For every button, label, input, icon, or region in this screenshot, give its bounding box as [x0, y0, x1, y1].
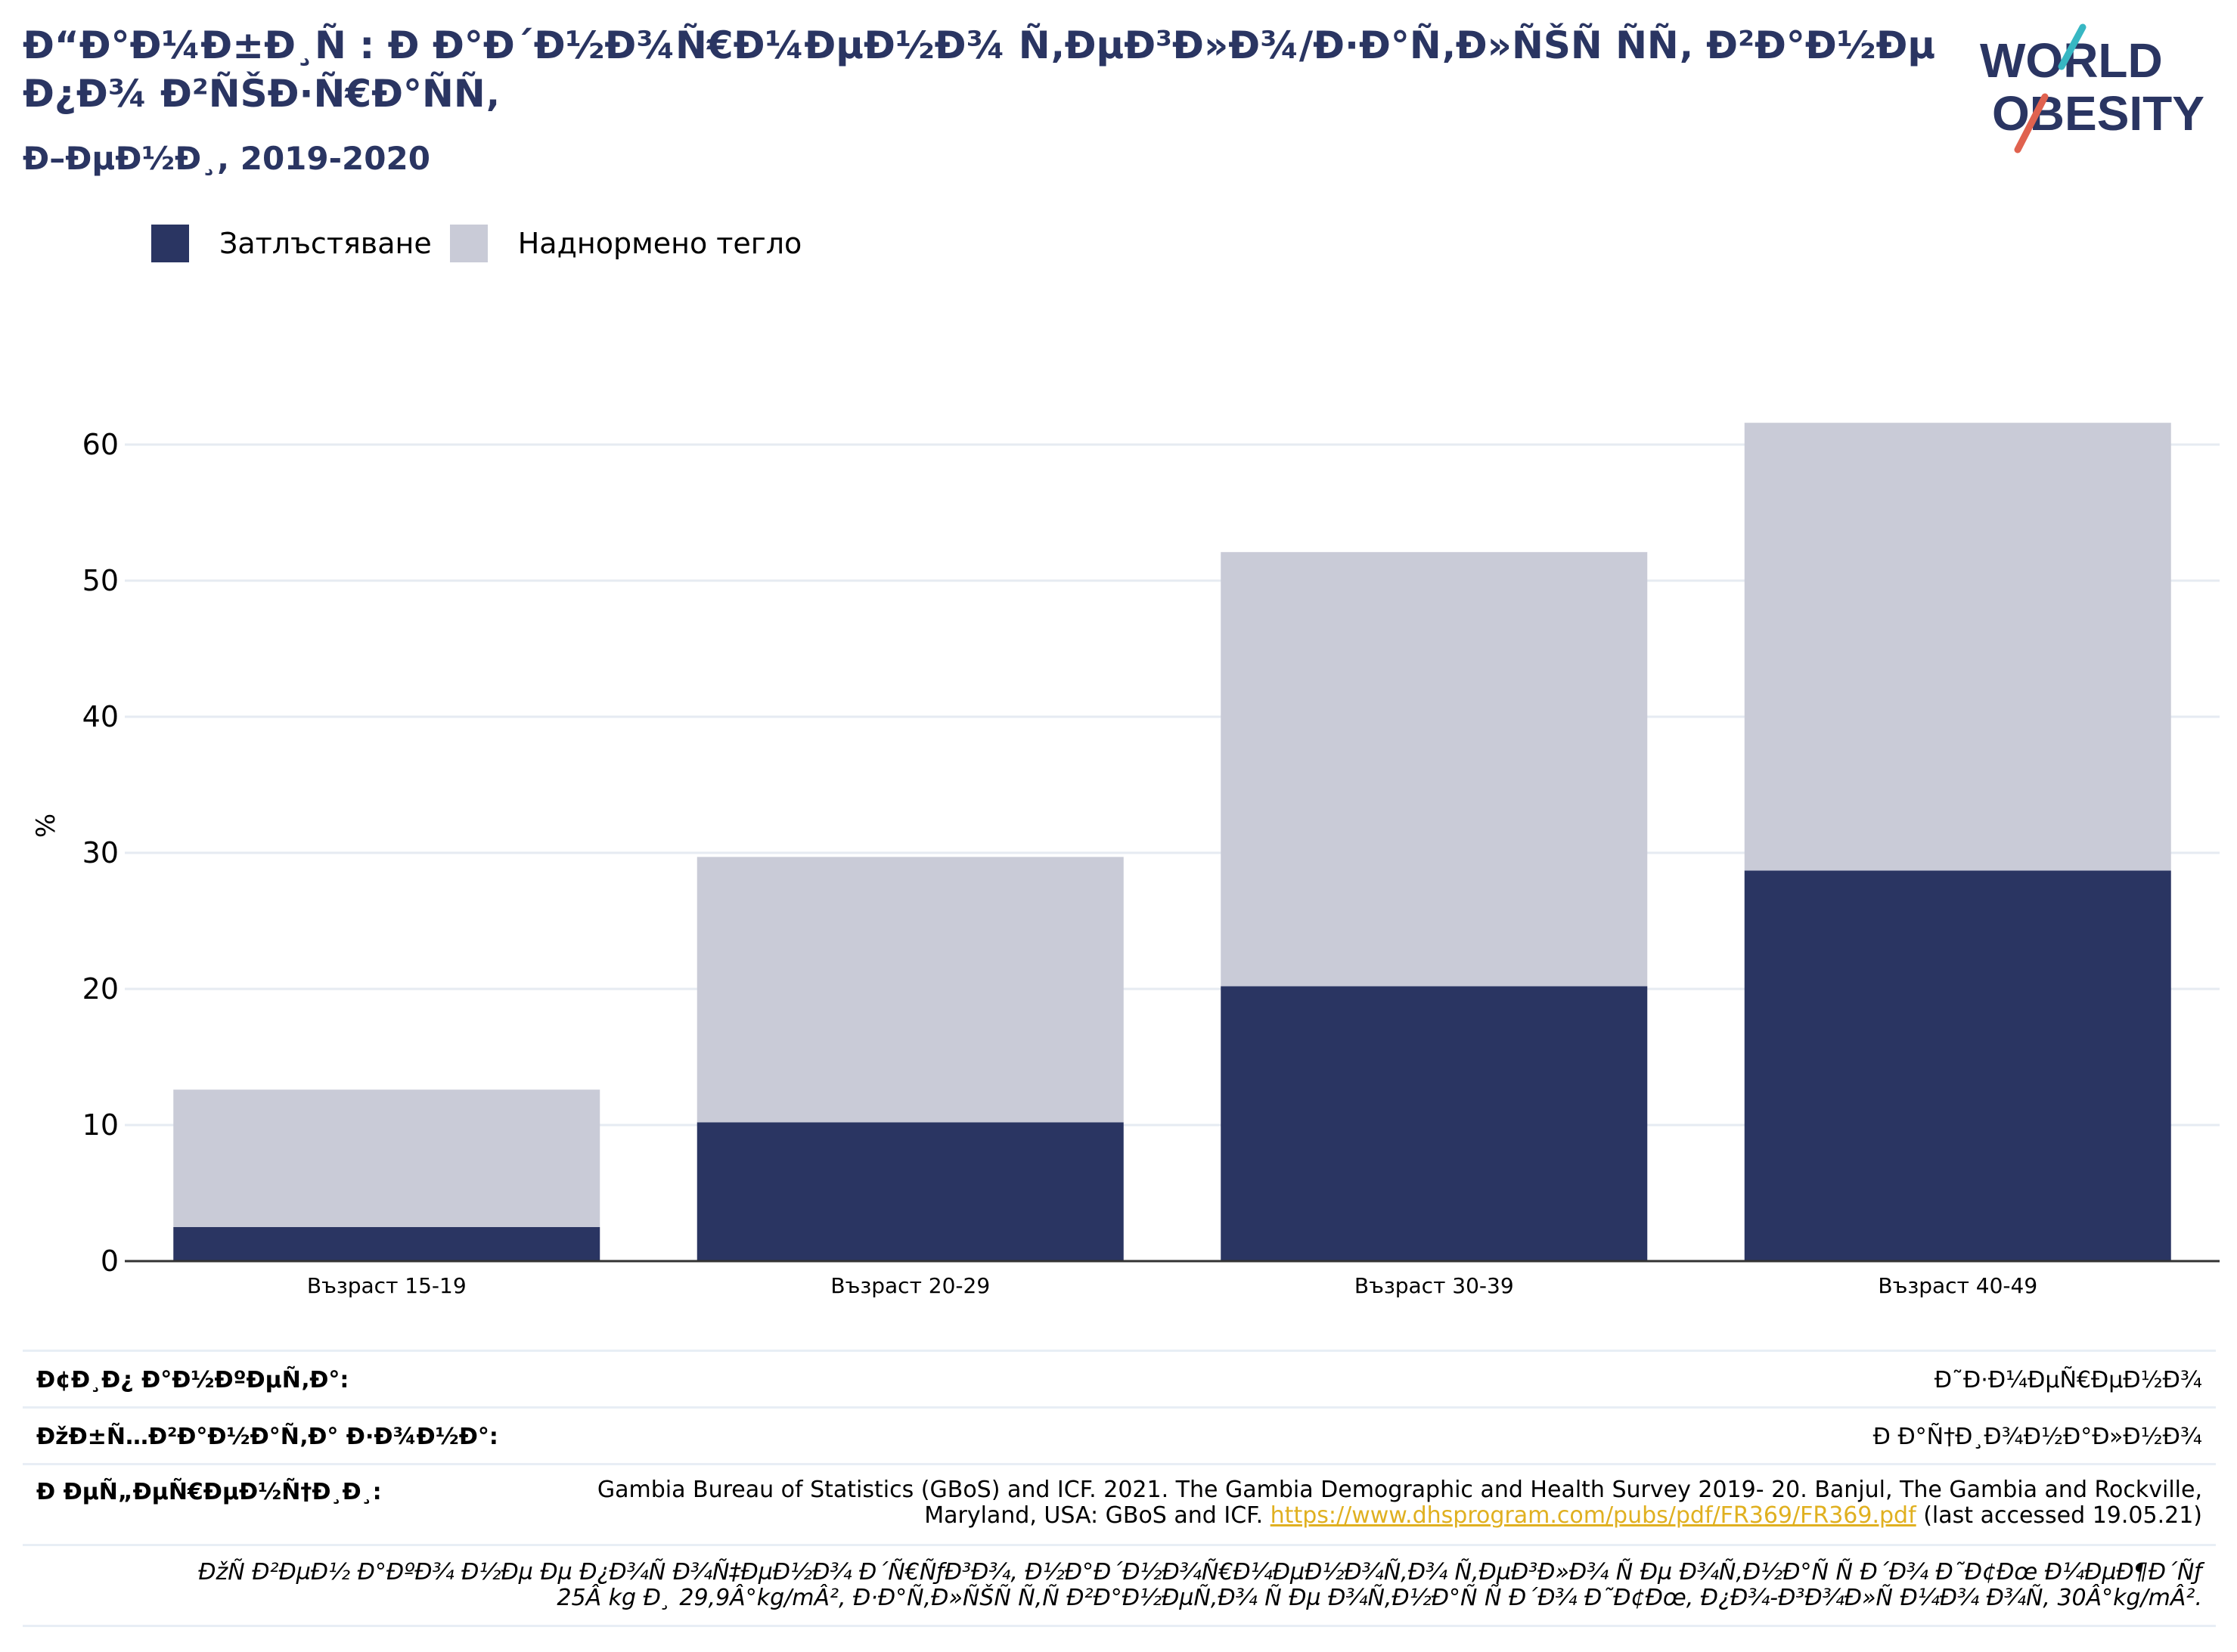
x-tick-label-2: Възраст 30-39 [1354, 1273, 1514, 1298]
y-tick-label-0: 0 [101, 1244, 119, 1278]
world-obesity-logo: WORLD OBESITY [1980, 23, 2204, 153]
bar-obesity-1 [697, 1122, 1124, 1261]
y-tick-label-20: 20 [82, 972, 119, 1006]
references-link[interactable]: https://www.dhsprogram.com/pubs/pdf/FR36… [1270, 1502, 1916, 1529]
references-line1: Gambia Bureau of Statistics (GBoS) and I… [597, 1477, 2202, 1503]
footer-row-coverage: ÐžÐ±Ñ…Ð²Ð°Ð½Ð°Ñ‚Ð° Ð·Ð¾Ð½Ð°: Ð Ð°Ñ†Ð¸Ð¾Ð… [23, 1406, 2216, 1463]
y-tick-label-30: 30 [82, 836, 119, 869]
references-tail: (last accessed 19.05.21) [1923, 1502, 2202, 1529]
legend: Затлъстяване Наднормено тегло [151, 221, 820, 266]
x-tick-label-1: Възраст 20-29 [830, 1273, 990, 1298]
bar-obesity-3 [1744, 870, 2171, 1261]
note-line2: 25Â kg Ð¸ 29,9Â°kg/mÂ², Ð·Ð°Ñ‚Ð»ÑŠÑ Ñ‚Ñ … [557, 1585, 2202, 1611]
footer: Ð¢Ð¸Ð¿ Ð°Ð½ÐºÐµÑ‚Ð°: Ð˜Ð·Ð¼ÐµÑ€ÐµÐ½Ð¾ Ðž… [23, 1350, 2216, 1627]
legend-swatch-overweight [449, 225, 488, 262]
legend-label-obesity: Затлъстяване [219, 227, 432, 260]
y-tick-label-50: 50 [82, 564, 119, 597]
y-tick-label-10: 10 [82, 1108, 119, 1142]
legend-label-overweight: Наднормено тегло [517, 227, 802, 260]
legend-swatch-obesity [151, 225, 189, 262]
legend-item-overweight: Наднормено тегло [449, 225, 802, 262]
x-tick-label-3: Възраст 40-49 [1878, 1273, 2037, 1298]
logo-slash-teal-icon [2058, 23, 2087, 70]
chart-title: Ð“Ð°Ð¼Ð±Ð¸Ñ : Ð Ð°Ð´Ð½Ð¾Ñ€Ð¼ÐµÐ½Ð¾ Ñ‚ÐµÐ… [23, 23, 1936, 116]
bar-overweight-1 [697, 857, 1124, 1123]
survey-type-value: Ð˜Ð·Ð¼ÐµÑ€ÐµÐ½Ð¾ [1934, 1367, 2202, 1393]
footer-row-references: Ð ÐµÑ„ÐµÑ€ÐµÐ½Ñ†Ð¸Ð¸: Gambia Bureau of S… [23, 1463, 2216, 1544]
chart-subtitle: Ð–ÐµÐ½Ð¸, 2019-2020 [23, 140, 430, 177]
footer-row-note: ÐžÑ Ð²ÐµÐ½ Ð°ÐºÐ¾ Ð½Ðµ Ðµ Ð¿Ð¾Ñ Ð¾Ñ‡ÐµÐ½… [23, 1544, 2216, 1627]
bar-obesity-2 [1221, 986, 1648, 1261]
bar-overweight-3 [1744, 423, 2171, 871]
bar-overweight-0 [173, 1089, 600, 1227]
bar-overweight-2 [1221, 552, 1648, 987]
survey-type-label: Ð¢Ð¸Ð¿ Ð°Ð½ÐºÐµÑ‚Ð°: [36, 1367, 349, 1393]
y-tick-label-40: 40 [82, 700, 119, 733]
bar-obesity-0 [173, 1227, 600, 1261]
references-text: Gambia Bureau of Statistics (GBoS) and I… [597, 1477, 2202, 1529]
references-line2-wrap: Maryland, USA: GBoS and ICF. https://www… [597, 1503, 2202, 1529]
coverage-value: Ð Ð°Ñ†Ð¸Ð¾Ð½Ð°Ð»Ð½Ð¾ [1872, 1424, 2202, 1450]
stacked-bar-chart: 0 10 20 30 40 50 60% Възраст 15-19 Възраст 20-29… [31, 423, 2220, 1298]
y-axis-label: % [31, 814, 61, 838]
footer-row-survey-type: Ð¢Ð¸Ð¿ Ð°Ð½ÐºÐµÑ‚Ð°: Ð˜Ð·Ð¼ÐµÑ€ÐµÐ½Ð¾ [23, 1350, 2216, 1406]
x-tick-label-0: Възраст 15-19 [307, 1273, 467, 1298]
definition-note: ÐžÑ Ð²ÐµÐ½ Ð°ÐºÐ¾ Ð½Ðµ Ðµ Ð¿Ð¾Ñ Ð¾Ñ‡ÐµÐ½… [23, 1546, 2216, 1611]
coverage-label: ÐžÐ±Ñ…Ð²Ð°Ð½Ð°Ñ‚Ð° Ð·Ð¾Ð½Ð°: [36, 1424, 498, 1450]
note-line1: ÐžÑ Ð²ÐµÐ½ Ð°ÐºÐ¾ Ð½Ðµ Ðµ Ð¿Ð¾Ñ Ð¾Ñ‡ÐµÐ½… [198, 1559, 2202, 1585]
logo-slash-red-icon [2014, 93, 2049, 153]
legend-item-obesity: Затлъстяване [151, 225, 432, 262]
references-line2: Maryland, USA: GBoS and ICF. [924, 1502, 1264, 1529]
references-label: Ð ÐµÑ„ÐµÑ€ÐµÐ½Ñ†Ð¸Ð¸: [36, 1479, 382, 1505]
y-tick-label-60: 60 [82, 428, 119, 461]
